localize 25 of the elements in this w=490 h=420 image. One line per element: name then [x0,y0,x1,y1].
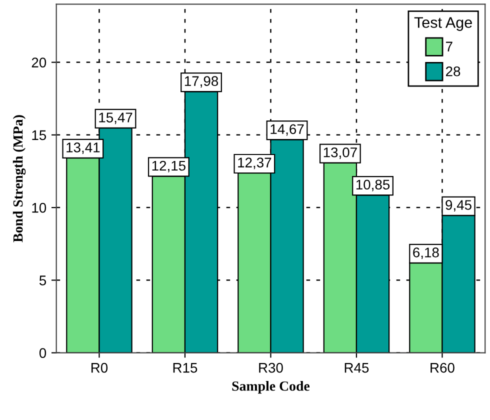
y-tick-label: 0 [39,348,46,358]
legend-label: 28 [446,66,460,76]
data-label: 15,47 [99,112,132,124]
legend-label: 7 [446,42,452,52]
data-label: 10,85 [356,180,390,192]
x-tick-label: R30 [259,362,283,373]
data-label: 6,18 [413,248,439,260]
y-axis-title: Bond Strength (MPa) [12,115,26,242]
x-tick-label: R45 [344,363,369,373]
y-tick-label: 20 [32,58,46,68]
data-label: 12,15 [152,160,186,172]
data-label: 17,98 [184,76,218,88]
data-label: 13,07 [324,147,357,159]
x-tick-label: R15 [173,363,198,373]
x-axis-title: Sample Code [232,381,310,394]
data-label: 9,45 [446,200,472,212]
y-tick-label: 10 [32,202,46,213]
x-tick-label: R60 [430,362,454,373]
data-label: 13,41 [66,142,100,154]
data-label: 12,37 [238,158,272,170]
legend-title: Test Age [414,17,472,31]
x-tick-label: R0 [91,362,108,373]
y-tick-label: 15 [32,130,46,140]
y-tick-label: 5 [39,276,46,286]
data-label: 14,67 [270,124,304,136]
